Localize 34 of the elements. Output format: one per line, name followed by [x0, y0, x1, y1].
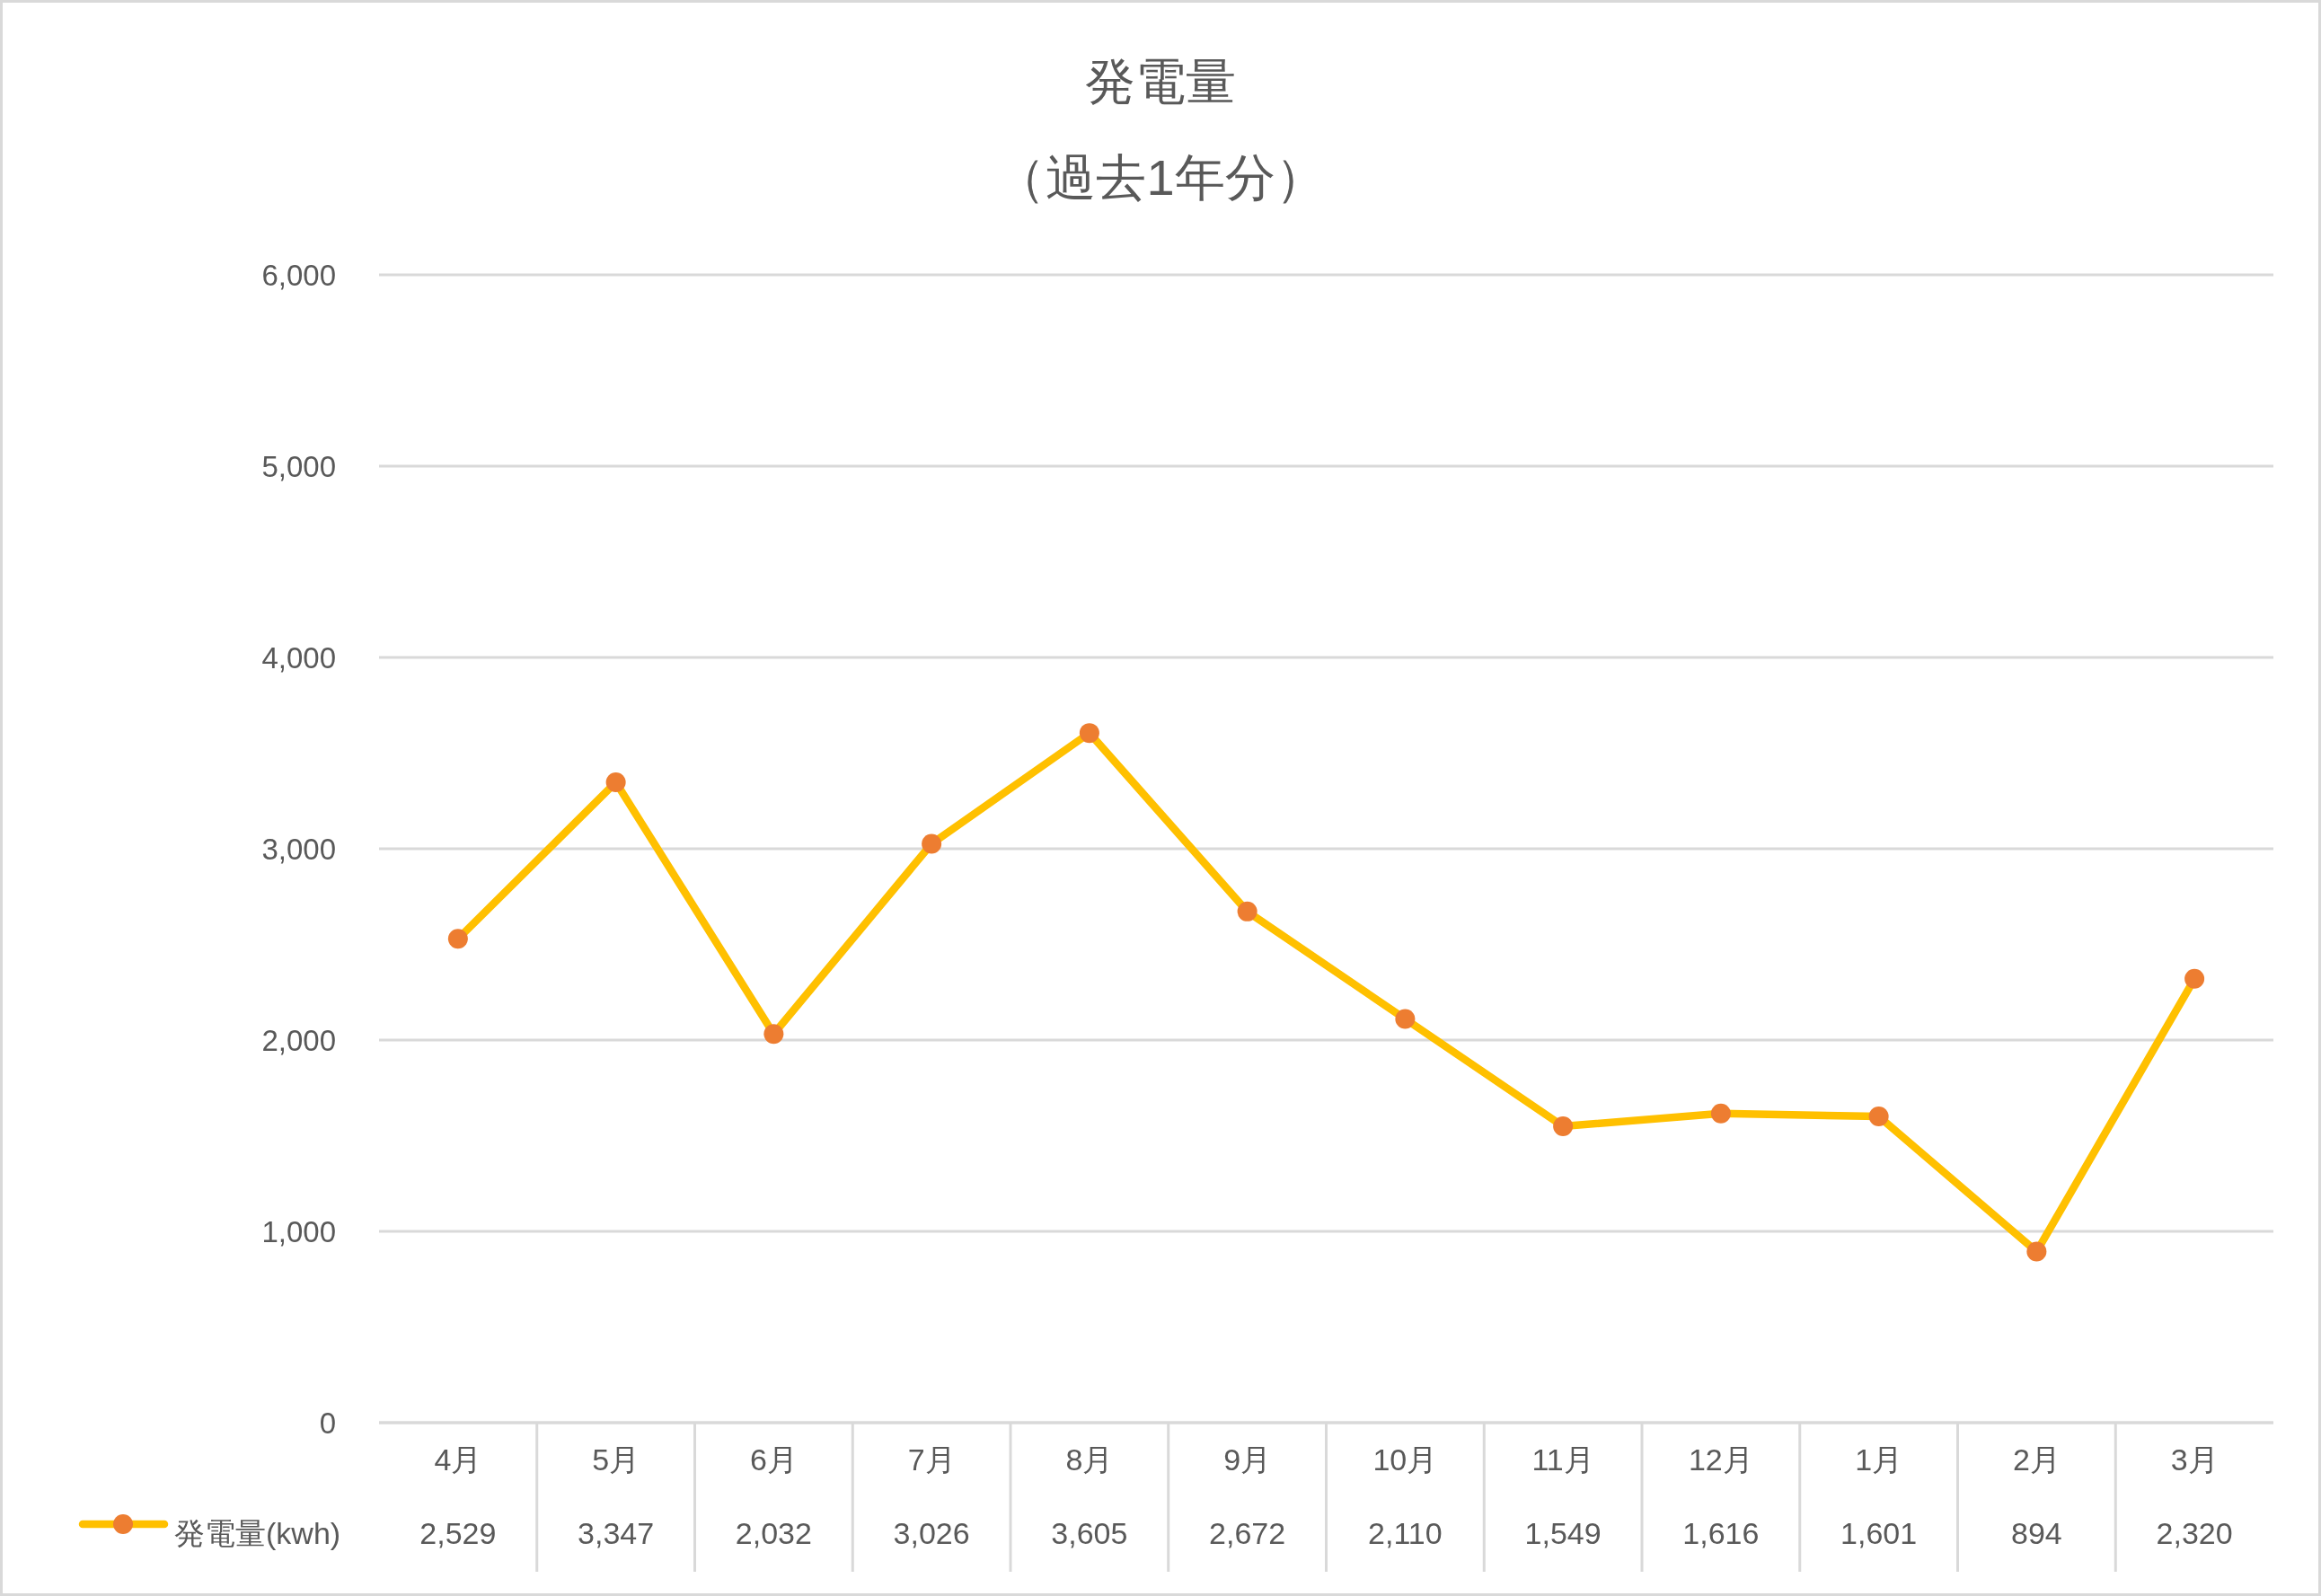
x-tick-label: 6月: [749, 1442, 798, 1477]
x-tick-label: 2月: [2012, 1442, 2061, 1477]
y-tick-label: 3,000: [261, 832, 336, 866]
y-tick-label: 1,000: [261, 1214, 336, 1248]
value-label: 1,616: [1682, 1516, 1760, 1550]
x-tick-label: 5月: [592, 1442, 640, 1477]
x-tick-label: 10月: [1372, 1442, 1438, 1477]
subtitle: （過去1年分）: [995, 148, 1326, 206]
y-tick-label: 4,000: [261, 640, 336, 675]
x-tick-label: 8月: [1065, 1442, 1114, 1477]
x-tick-label: 3月: [2170, 1442, 2219, 1477]
value-label: 3,605: [1051, 1516, 1128, 1550]
x-tick-label: 11月: [1531, 1442, 1594, 1477]
value-label: 2,110: [1368, 1516, 1443, 1550]
value-label: 2,672: [1209, 1516, 1286, 1550]
legend-label: 発電量(kwh): [174, 1516, 341, 1550]
value-label: 2,320: [2156, 1516, 2233, 1550]
x-tick-label: 7月: [907, 1442, 956, 1477]
x-tick-label: 4月: [434, 1442, 482, 1477]
value-label: 3,026: [893, 1516, 970, 1550]
y-tick-label: 6,000: [261, 258, 336, 292]
value-label: 1,549: [1524, 1516, 1602, 1550]
value-label: 2,529: [419, 1516, 497, 1550]
value-label: 3,347: [578, 1516, 655, 1550]
y-tick-label: 2,000: [261, 1023, 336, 1057]
value-label: 894: [2011, 1516, 2062, 1550]
y-tick-label: 0: [319, 1406, 336, 1440]
title: 発電量: [1085, 52, 1236, 110]
value-label: 2,032: [735, 1516, 812, 1550]
x-tick-label: 12月: [1688, 1442, 1753, 1477]
x-tick-label: 1月: [1855, 1442, 1903, 1477]
value-label: 1,601: [1840, 1516, 1918, 1550]
x-tick-label: 9月: [1223, 1442, 1272, 1477]
y-tick-label: 5,000: [261, 449, 336, 483]
